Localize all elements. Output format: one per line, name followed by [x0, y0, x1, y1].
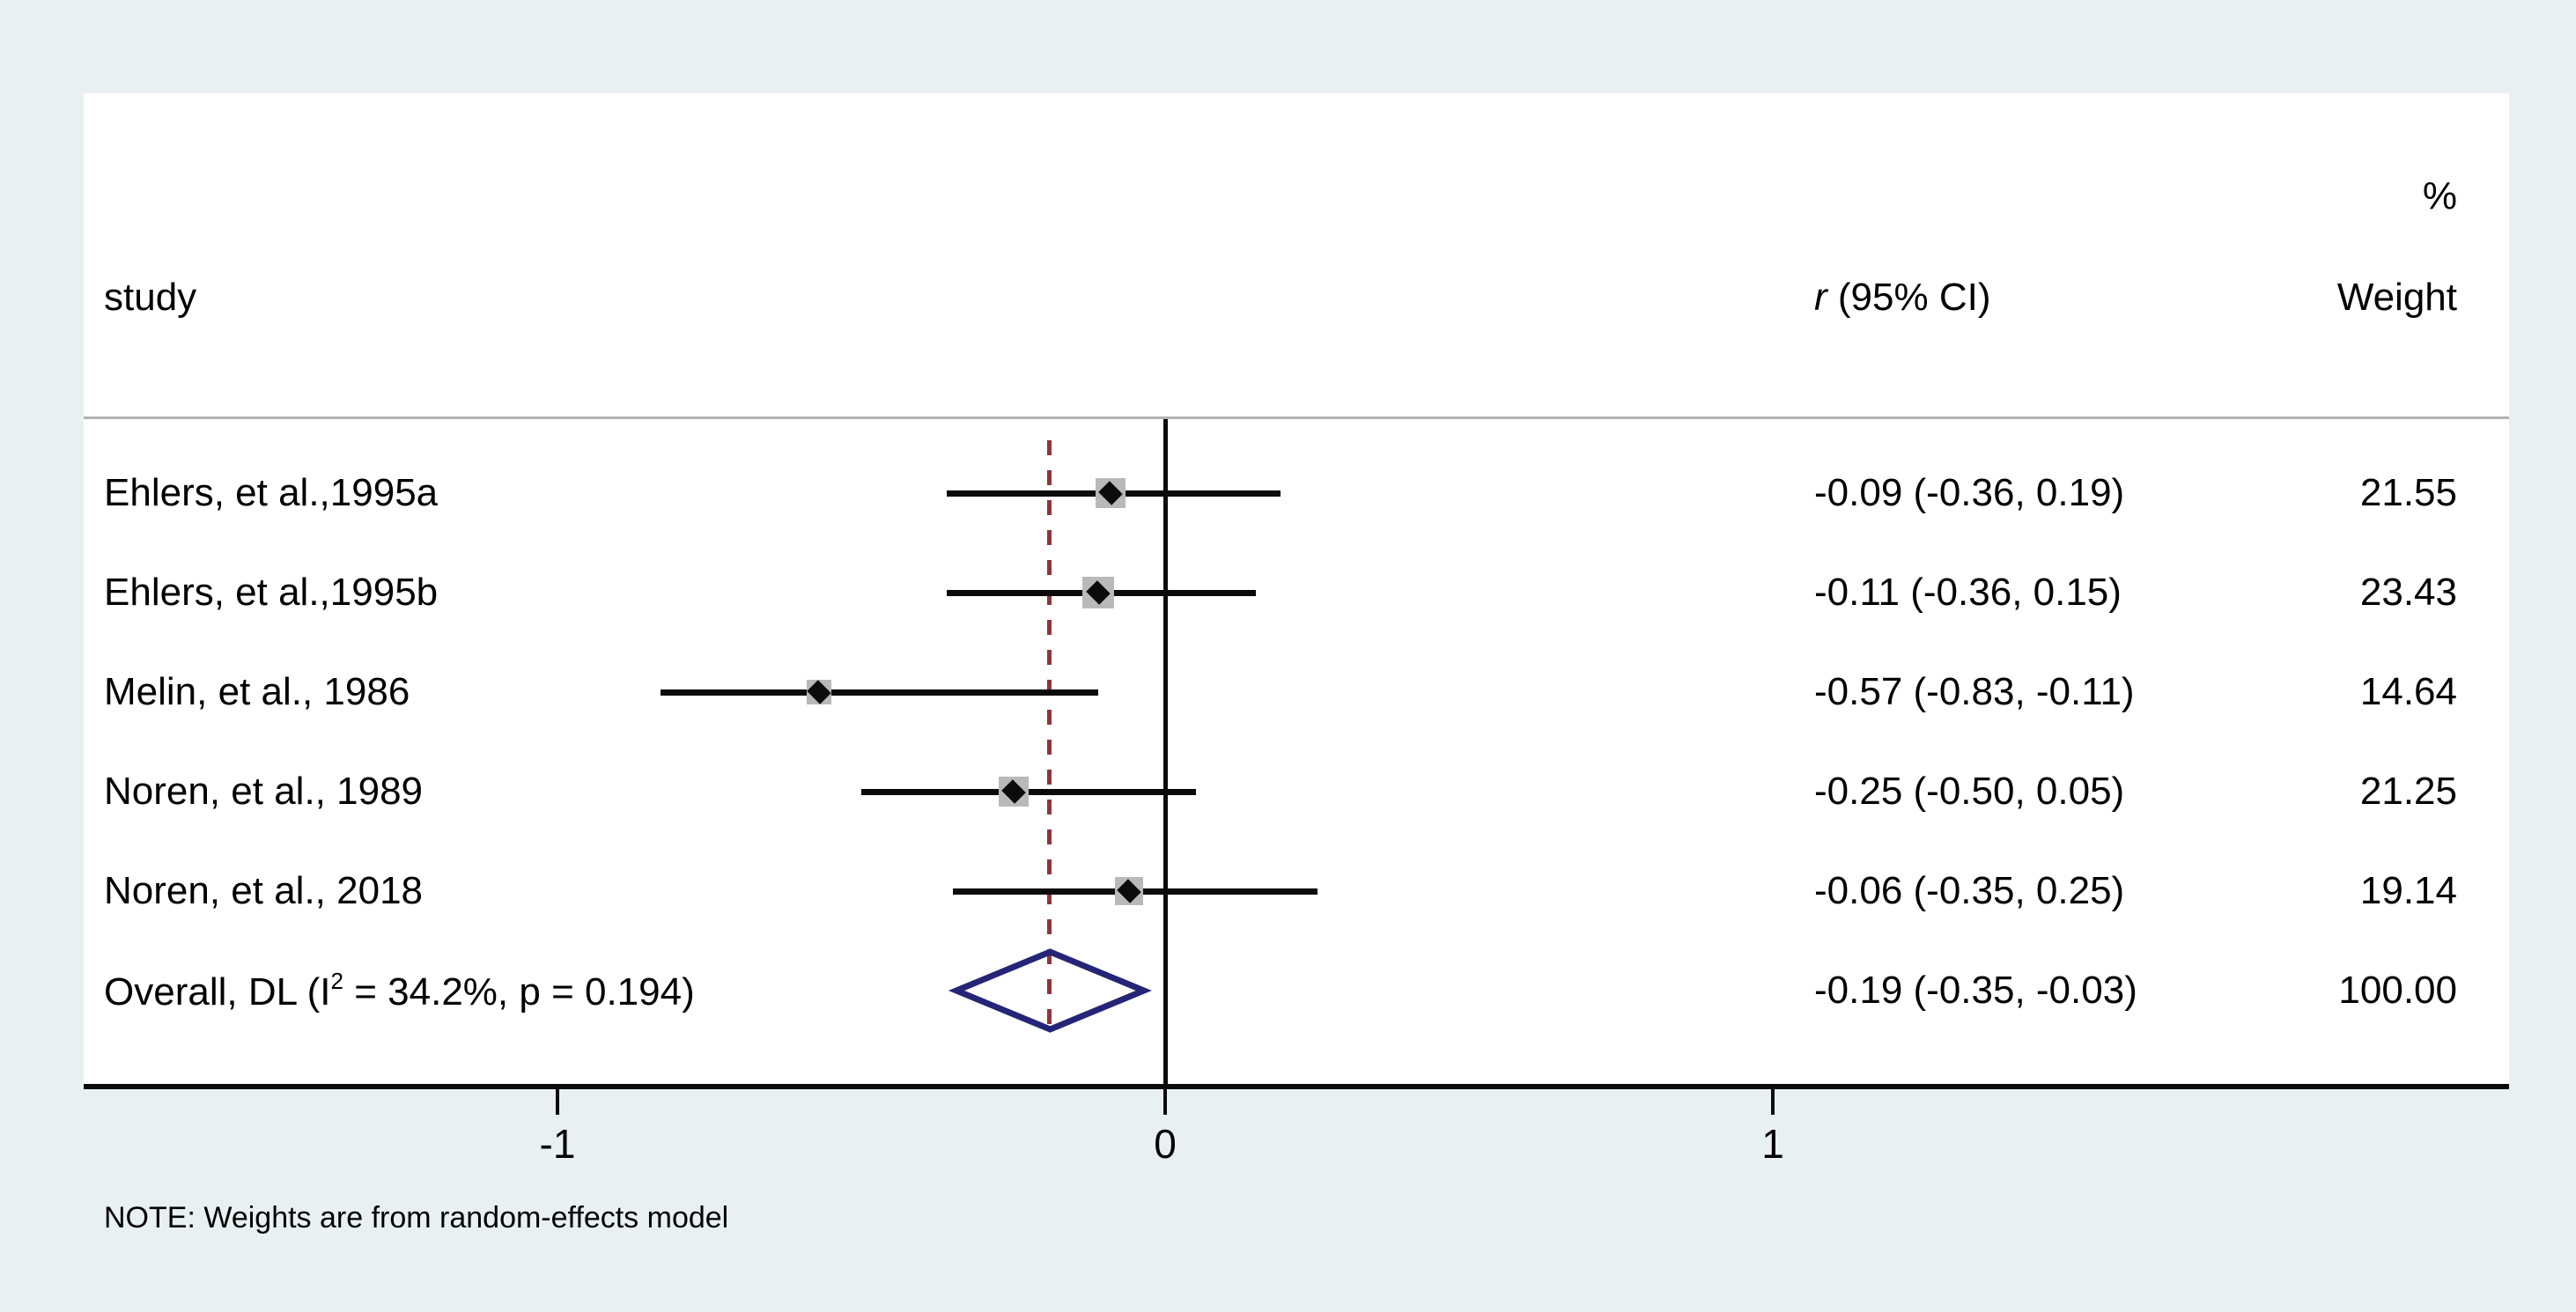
- study-label: Ehlers, et al.,1995b: [104, 571, 439, 614]
- overall-row-label: Overall, DL (I2 = 34.2%, p = 0.194): [104, 969, 695, 1012]
- column-header-study: study: [104, 276, 197, 319]
- x-axis-tick: [556, 1089, 559, 1115]
- study-label: Noren, et al., 1989: [104, 770, 424, 813]
- column-header-percent: %: [2422, 174, 2457, 217]
- x-axis-tick: [1771, 1089, 1775, 1115]
- column-header-weight: Weight: [2336, 276, 2457, 319]
- weight-text: 21.25: [2359, 770, 2457, 813]
- x-axis-tick: [1163, 1089, 1167, 1115]
- ci-text: -0.11 (-0.36, 0.15): [1814, 571, 2122, 614]
- plot-panel: [84, 93, 2509, 1086]
- x-axis-tick-label: 1: [1761, 1121, 1784, 1167]
- overall-estimate-dashed-line: [1047, 440, 1052, 1037]
- ci-text: -0.25 (-0.50, 0.05): [1814, 770, 2125, 813]
- weight-text: 14.64: [2359, 670, 2457, 713]
- ci-text: -0.09 (-0.36, 0.19): [1814, 471, 2125, 514]
- weight-text: 21.55: [2359, 471, 2457, 514]
- x-axis-tick-label: -1: [539, 1121, 576, 1167]
- zero-reference-line: [1163, 419, 1168, 1086]
- overall-label-superscript: 2: [330, 968, 344, 994]
- column-header-effect: r (95% CI): [1814, 278, 1990, 317]
- ci-line: [861, 788, 1196, 795]
- overall-ci-text: -0.19 (-0.35, -0.03): [1814, 969, 2137, 1012]
- study-label: Noren, et al., 2018: [104, 869, 424, 912]
- header-separator-line: [84, 416, 2509, 419]
- x-axis-line: [84, 1084, 2509, 1089]
- weight-text: 23.43: [2359, 571, 2457, 614]
- ci-text: -0.57 (-0.83, -0.11): [1814, 670, 2135, 713]
- overall-diamond: [948, 948, 1152, 1033]
- ci-text: -0.06 (-0.35, 0.25): [1814, 869, 2125, 912]
- effect-header-rest: (95% CI): [1827, 276, 1991, 319]
- overall-label-prefix: Overall, DL (I: [104, 970, 331, 1013]
- overall-weight-text: 100.00: [2338, 969, 2457, 1012]
- overall-label-suffix: = 34.2%, p = 0.194): [343, 970, 695, 1013]
- x-axis-tick-label: 0: [1154, 1121, 1177, 1167]
- weight-text: 19.14: [2359, 869, 2457, 912]
- study-label: Ehlers, et al.,1995a: [104, 471, 439, 514]
- effect-symbol-r: r: [1814, 276, 1827, 319]
- ci-line: [661, 689, 1099, 696]
- study-label: Melin, et al., 1986: [104, 670, 410, 713]
- note-text: NOTE: Weights are from random-effects mo…: [104, 1201, 729, 1235]
